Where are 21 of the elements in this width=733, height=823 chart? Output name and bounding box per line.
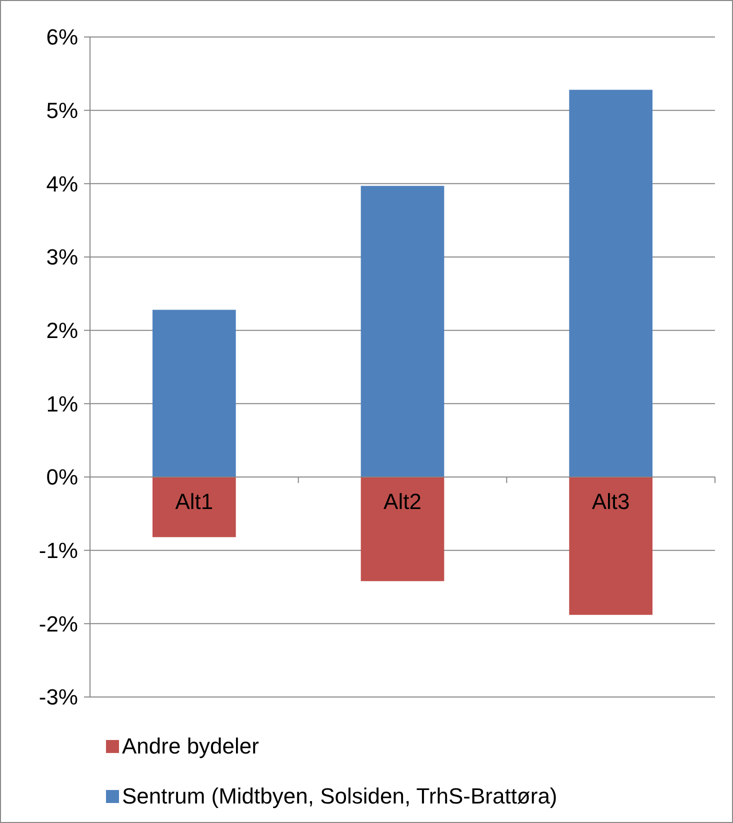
bar — [152, 477, 236, 538]
bar — [360, 477, 444, 582]
legend-label: Sentrum (Midtbyen, Solsiden, TrhS-Brattøra) — [122, 784, 558, 809]
y-tick-label: 6% — [46, 24, 78, 50]
y-tick-label: -2% — [38, 611, 78, 636]
bar — [569, 90, 652, 477]
x-tick-label: Alt2 — [384, 489, 422, 514]
y-tick-label: -3% — [38, 684, 78, 710]
bar — [360, 186, 444, 477]
bar — [152, 310, 236, 477]
y-tick-label: 5% — [46, 98, 78, 124]
y-tick-label: 4% — [46, 171, 78, 196]
y-tick-label: 1% — [46, 391, 78, 416]
y-tick-label: 2% — [46, 318, 78, 344]
y-tick-label: -1% — [38, 538, 78, 564]
y-tick-label: 3% — [46, 244, 78, 270]
x-tick-label: Alt3 — [592, 489, 630, 514]
y-tick-label: 0% — [46, 464, 78, 490]
legend-label: Andre bydeler — [122, 734, 259, 759]
bar — [569, 477, 652, 615]
x-tick-label: Alt1 — [175, 489, 214, 514]
